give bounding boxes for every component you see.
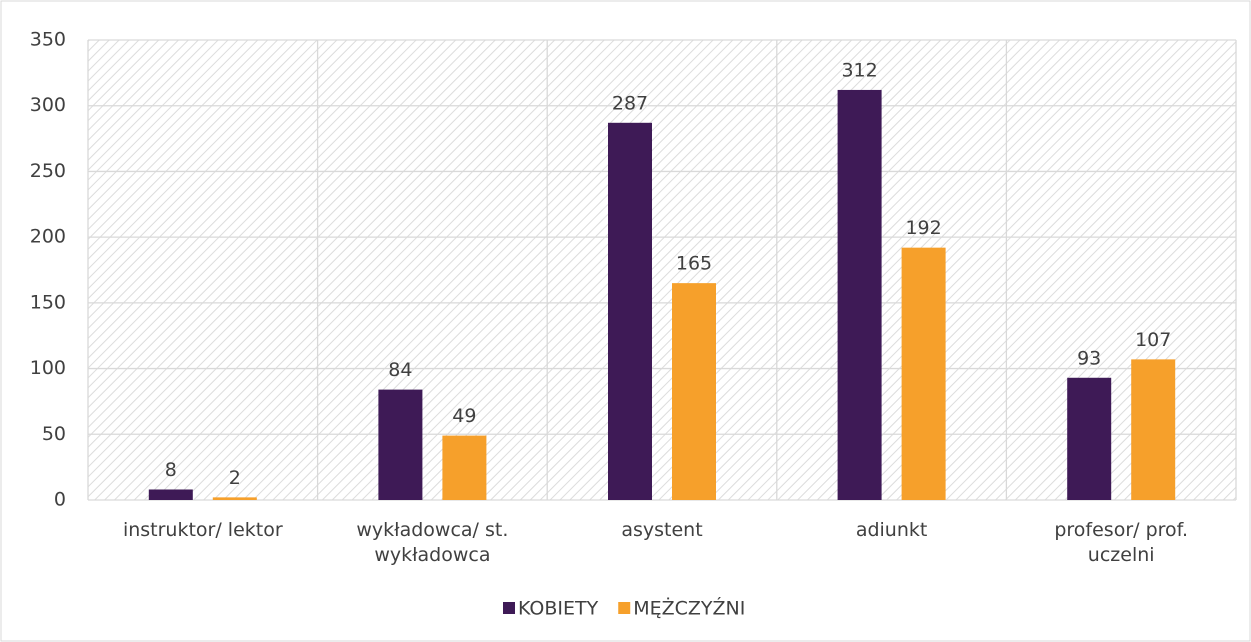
data-label: 49 [452, 405, 476, 427]
bar [442, 435, 487, 500]
data-label: 165 [676, 253, 712, 275]
data-label: 8 [165, 459, 177, 481]
bar [837, 89, 882, 500]
legend-label: KOBIETY [518, 598, 599, 620]
y-tick-label: 50 [42, 423, 66, 445]
bar [1067, 377, 1112, 500]
y-tick-label: 150 [30, 291, 66, 313]
bar [672, 283, 716, 500]
data-label: 312 [841, 59, 877, 81]
bar [1131, 359, 1176, 500]
y-tick-label: 250 [30, 160, 66, 182]
y-tick-label: 350 [30, 29, 66, 51]
data-label: 93 [1077, 347, 1101, 369]
bar [212, 497, 257, 500]
bar [608, 122, 652, 501]
x-tick-label: adiunkt [855, 519, 928, 541]
bar [148, 489, 193, 500]
x-tick-label: instruktor/ lektor [122, 519, 283, 541]
data-label: 107 [1135, 329, 1171, 351]
bar [901, 247, 946, 500]
y-tick-label: 0 [54, 489, 66, 511]
x-tick-label: wykładowca/ st. wykładowca [356, 519, 509, 566]
legend-label: MĘŻCZYŹNI [633, 597, 745, 620]
data-label: 287 [612, 92, 648, 114]
x-tick-label: asystent [621, 519, 703, 541]
legend-marker [503, 602, 515, 614]
data-label: 84 [388, 359, 412, 381]
bar [378, 389, 423, 500]
plot-background [88, 40, 1236, 500]
x-tick-label: profesor/ prof. uczelni [1054, 519, 1189, 566]
data-label: 2 [229, 467, 241, 489]
y-tick-label: 100 [30, 357, 66, 379]
data-label: 192 [905, 217, 941, 239]
y-tick-label: 300 [30, 94, 66, 116]
y-tick-label: 200 [30, 226, 66, 248]
legend-marker [618, 602, 631, 614]
